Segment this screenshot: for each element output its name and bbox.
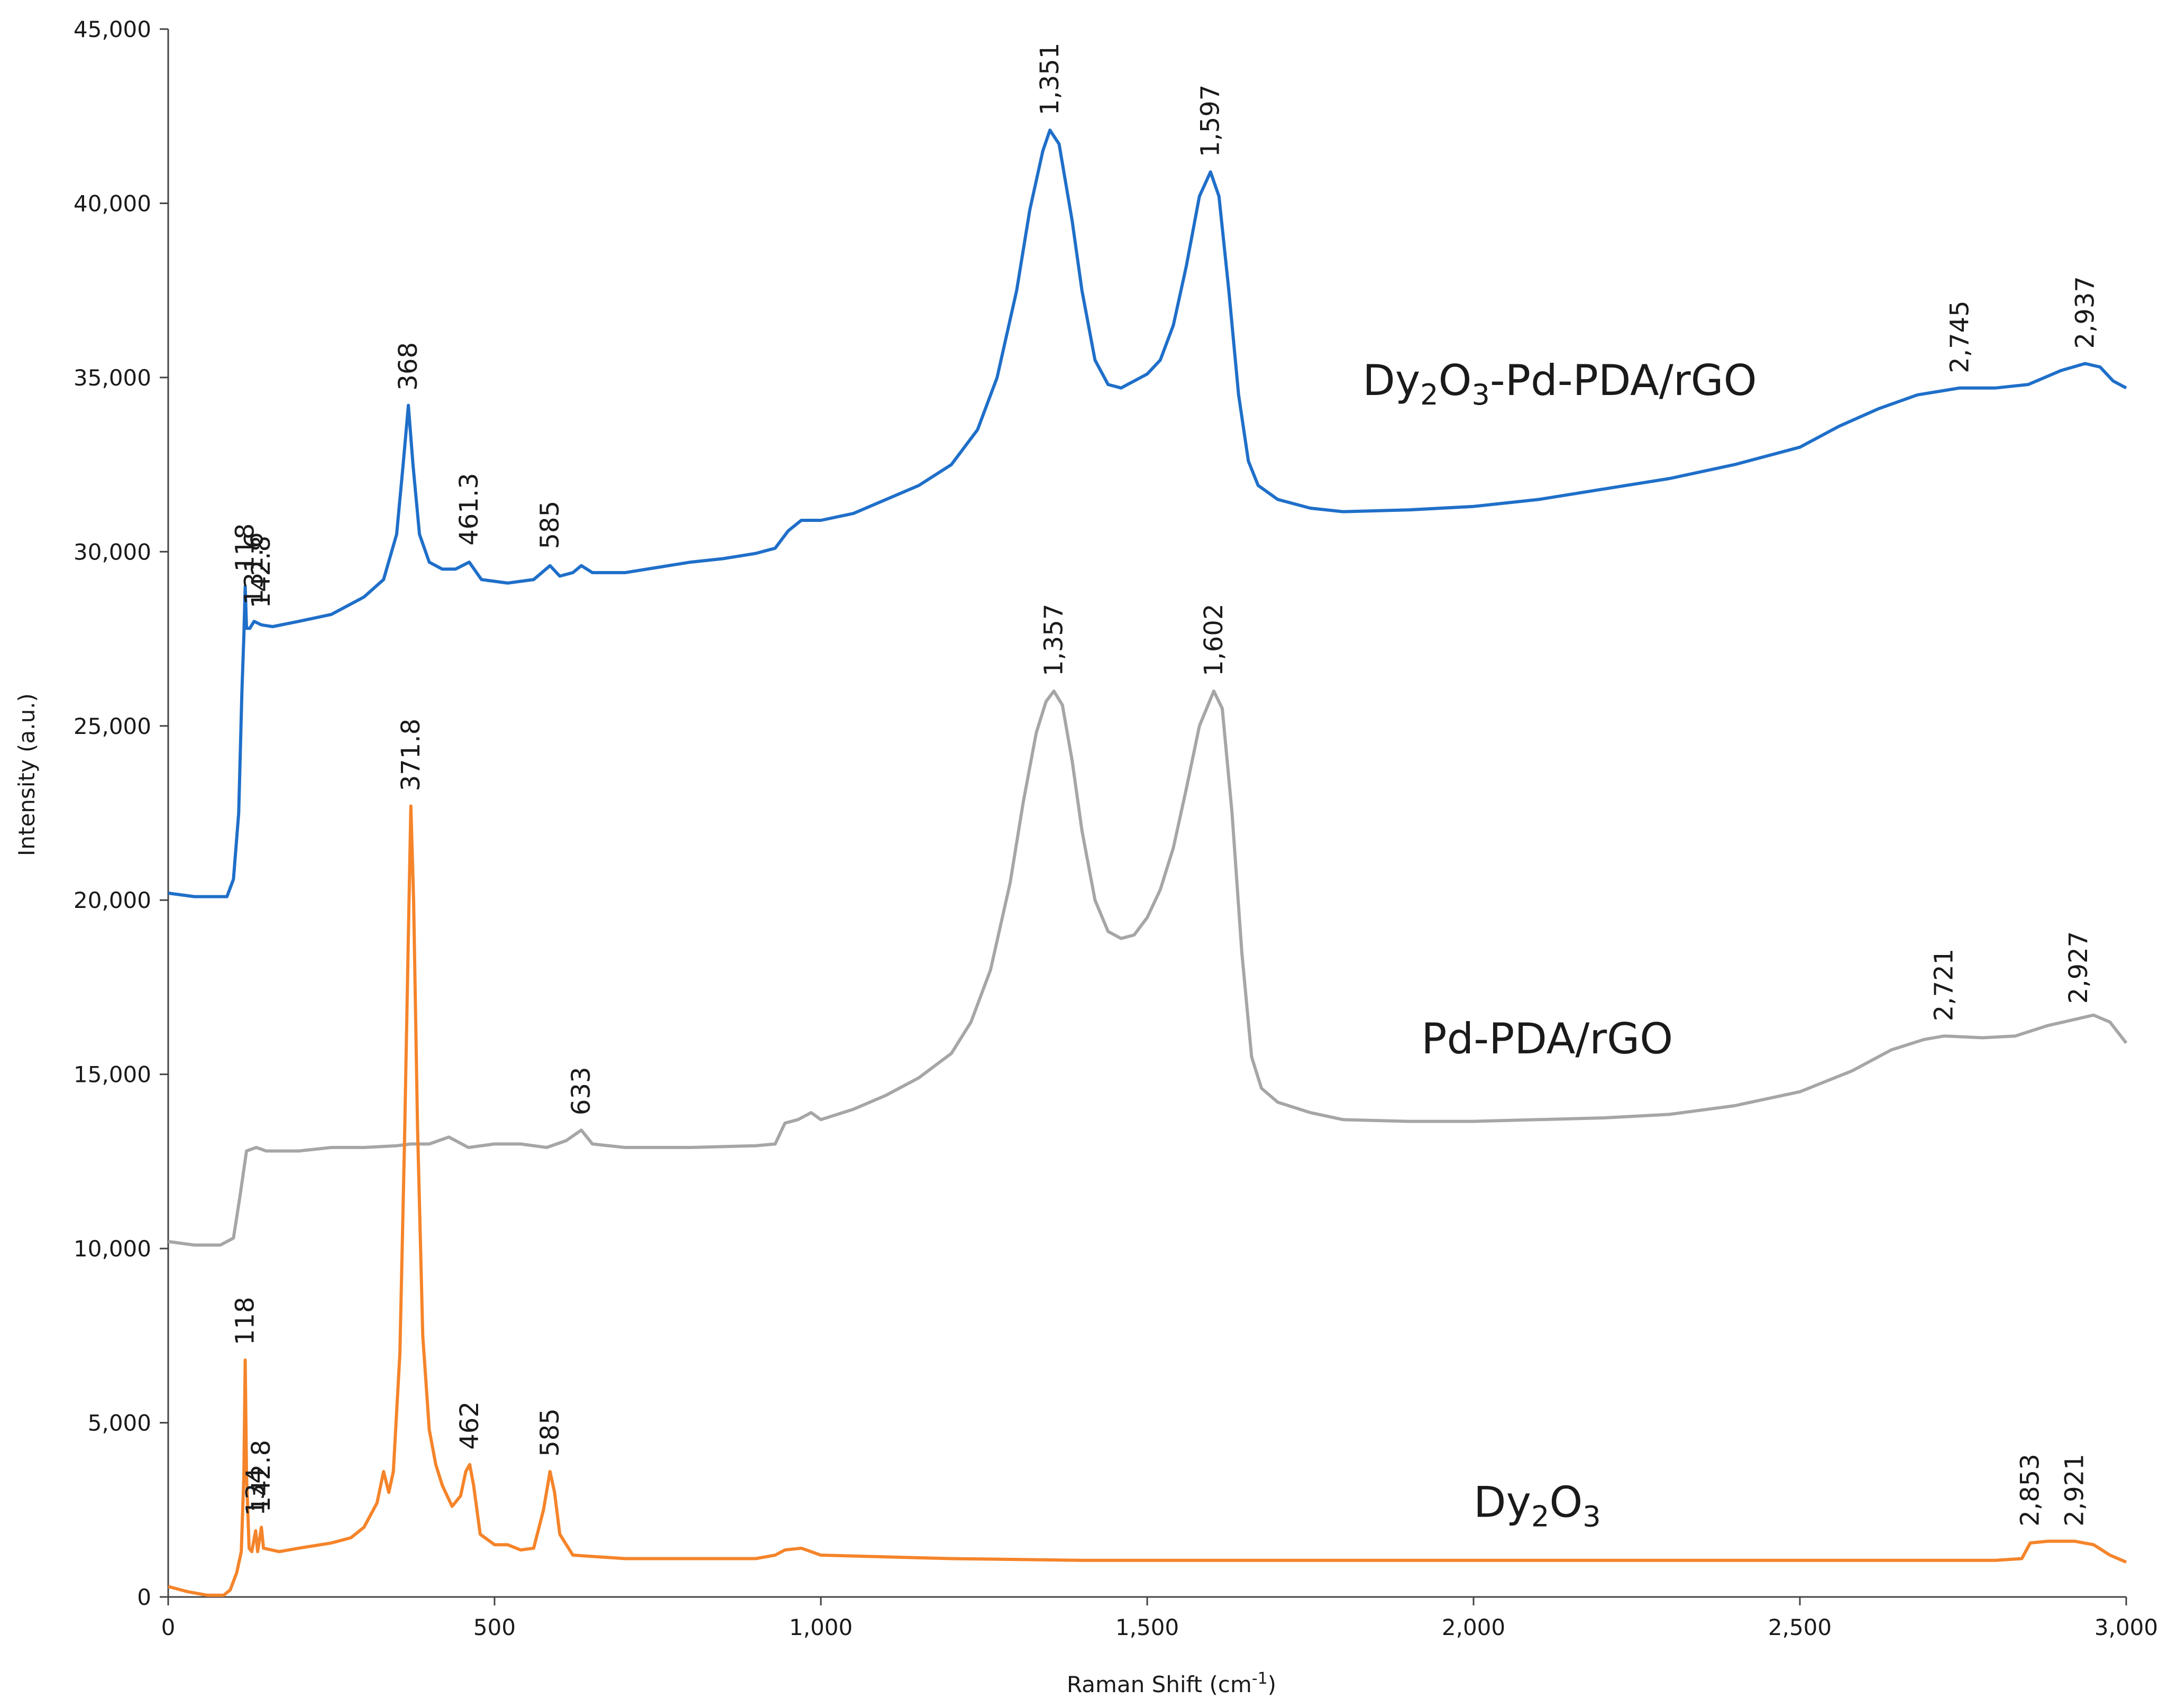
series-line-2 — [168, 804, 2127, 1597]
x-tick-label: 1,500 — [1115, 1614, 1179, 1640]
series-lines — [168, 128, 2128, 1597]
peak-label: 131.6 — [239, 532, 269, 604]
peak-label: 134 — [241, 1467, 270, 1516]
x-tick-label: 2,500 — [1768, 1614, 1832, 1640]
series-label-1: Pd-PDA/rGO — [1421, 1014, 1673, 1063]
y-tick-label: 35,000 — [74, 365, 151, 391]
series-line-1 — [168, 689, 2128, 1247]
series-line-0 — [168, 128, 2127, 898]
y-tick-label: 25,000 — [74, 713, 151, 739]
y-tick-label: 30,000 — [74, 539, 151, 565]
peak-label: 371.8 — [396, 719, 426, 791]
peak-label: 2,745 — [1945, 300, 1974, 373]
x-tick-label: 1,000 — [789, 1614, 853, 1640]
y-tick-label: 10,000 — [74, 1236, 151, 1262]
series-label-0: Dy2O3-Pd-PDA/rGO — [1362, 356, 1757, 411]
peak-label: 462 — [455, 1401, 484, 1450]
y-tick-label: 40,000 — [74, 190, 151, 216]
peak-label: 142.8 — [246, 1440, 276, 1512]
peak-label: 368 — [394, 342, 423, 391]
peak-label: 585 — [535, 1408, 565, 1457]
peak-label: 1,597 — [1196, 85, 1225, 157]
peak-label: 142.8 — [246, 536, 276, 608]
peak-label: 1,602 — [1199, 603, 1229, 676]
y-tick-label: 5,000 — [88, 1410, 151, 1436]
x-tick-label: 500 — [473, 1614, 516, 1640]
peak-label: 118 — [231, 1297, 260, 1345]
y-axis-title: Intensity (a.u.) — [14, 693, 40, 856]
x-axis-title: Raman Shift (cm-1) — [1067, 1669, 1276, 1697]
peak-label: 2,921 — [2060, 1454, 2090, 1526]
y-tick-label: 0 — [137, 1584, 151, 1610]
y-tick-label: 15,000 — [74, 1062, 151, 1088]
peak-label: 2,937 — [2070, 276, 2100, 348]
peak-label: 633 — [566, 1067, 596, 1115]
x-tick-label: 2,000 — [1442, 1614, 1505, 1640]
peak-label: 2,721 — [1929, 949, 1959, 1021]
x-tick-label: 3,000 — [2094, 1614, 2158, 1640]
x-tick-label: 0 — [161, 1614, 176, 1640]
peak-label: 461.3 — [454, 473, 484, 545]
peak-label: 1,351 — [1035, 43, 1065, 115]
peak-label: 1,357 — [1039, 603, 1069, 676]
peak-label: 585 — [535, 501, 565, 549]
y-tick-label: 45,000 — [74, 16, 151, 42]
axis-titles: Raman Shift (cm-1) Intensity (a.u.) — [14, 693, 1276, 1697]
peak-label: 2,853 — [2016, 1454, 2045, 1526]
series-label-2: Dy2O3 — [1474, 1477, 1601, 1533]
series-labels: Dy2O3-Pd-PDA/rGO Pd-PDA/rGO Dy2O3 — [1362, 356, 1757, 1533]
axes: 0 5,000 10,000 15,000 20,000 25,000 30,000 35,0… — [74, 16, 2158, 1640]
y-tick-label: 20,000 — [74, 887, 151, 913]
peak-label: 2,927 — [2064, 931, 2093, 1004]
peak-label: 118 — [231, 524, 260, 572]
